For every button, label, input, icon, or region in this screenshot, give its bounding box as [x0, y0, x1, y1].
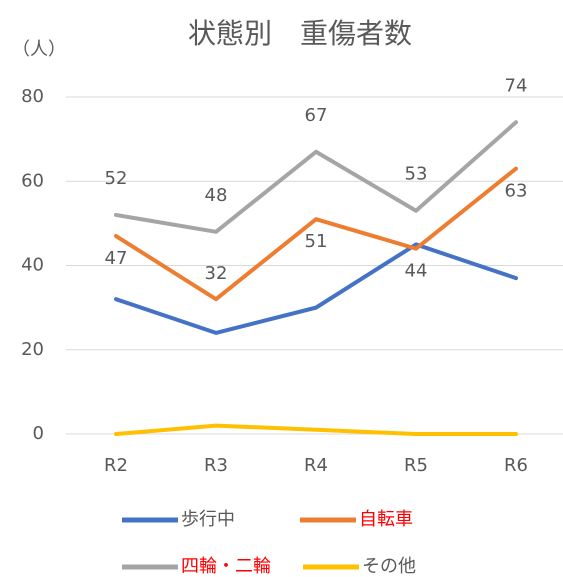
x-tick-label: R3	[204, 455, 228, 476]
legend-label: 四輪・二輪	[181, 556, 271, 577]
data-label: 74	[505, 75, 528, 96]
data-label: 48	[205, 185, 228, 206]
y-tick-label: 60	[21, 170, 44, 191]
series-line	[114, 120, 518, 234]
x-tick-label: R5	[404, 455, 428, 476]
legend-label: その他	[362, 556, 416, 577]
y-tick-label: 80	[21, 86, 44, 107]
x-tick-label: R4	[304, 455, 328, 476]
x-tick-label: R2	[104, 455, 128, 476]
data-label: 53	[405, 164, 428, 185]
y-axis-label: （人）	[12, 39, 66, 60]
data-label: 67	[305, 105, 328, 126]
x-tick-label: R6	[504, 455, 528, 476]
y-tick-label: 0	[33, 423, 44, 444]
series-line	[114, 242, 518, 335]
y-tick-label: 40	[21, 255, 44, 276]
chart-title: 状態別 重傷者数	[188, 17, 412, 50]
data-label: 51	[305, 231, 328, 252]
legend-label: 自転車	[359, 509, 413, 530]
data-label: 52	[105, 168, 128, 189]
data-label: 44	[405, 261, 428, 282]
data-label: 32	[205, 263, 228, 284]
legend-label: 歩行中	[181, 509, 235, 530]
y-tick-label: 20	[21, 339, 44, 360]
series-line	[114, 166, 518, 302]
data-label: 63	[505, 181, 528, 202]
data-label: 47	[105, 248, 128, 269]
series-line	[114, 423, 518, 436]
